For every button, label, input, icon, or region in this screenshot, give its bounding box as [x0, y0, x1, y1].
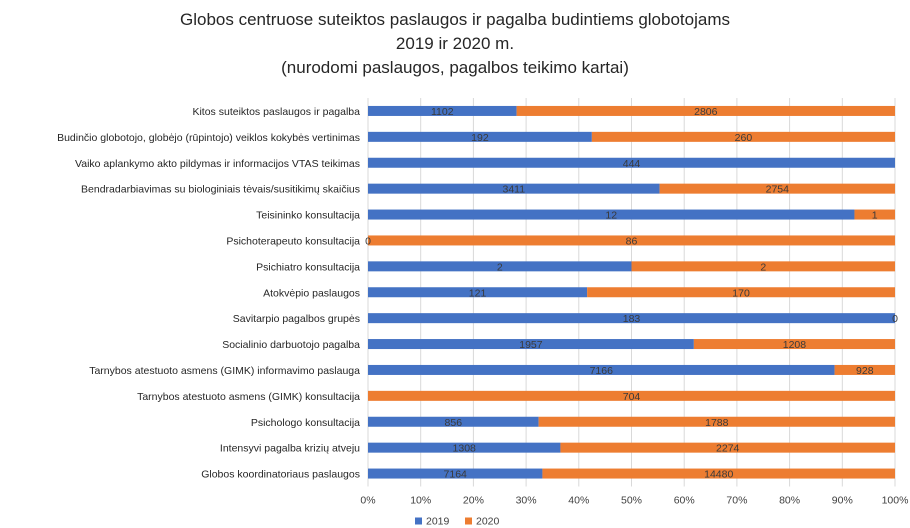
bar-2019 — [368, 105, 517, 116]
chart-title: Globos centruose suteiktos paslaugos ir … — [0, 8, 910, 80]
chart-title-line-2: 2019 ir 2020 m. — [395, 34, 515, 53]
data-label-2019: 7166 — [590, 365, 614, 377]
bar-2019 — [368, 157, 895, 168]
bar-2020 — [538, 416, 895, 427]
data-label-2020: 260 — [735, 132, 753, 144]
category-label: Bendradarbiavimas su biologiniais tėvais… — [81, 184, 360, 196]
x-tick-label: 60% — [674, 495, 695, 507]
bar-2019 — [368, 183, 660, 194]
x-tick-label: 20% — [463, 495, 484, 507]
bar-2020 — [631, 261, 895, 272]
category-label: Budinčio globotojo, globėjo (rūpintojo) … — [57, 132, 360, 144]
category-label: Kitos suteiktos paslaugos ir pagalba — [192, 106, 360, 118]
data-label-2019: 856 — [445, 417, 463, 429]
x-tick-label: 30% — [516, 495, 537, 507]
bar-2019 — [368, 416, 539, 427]
data-label-2019: 3411 — [502, 184, 525, 196]
data-label-2020: 928 — [856, 365, 874, 377]
bar-2020 — [516, 105, 895, 116]
chart-title-line-1: Globos centruose suteiktos paslaugos ir … — [180, 10, 730, 29]
data-label-2020: 170 — [732, 287, 750, 299]
data-label-2019: 2 — [497, 261, 503, 273]
legend-label-2020: 2020 — [476, 516, 500, 528]
bar-2020 — [368, 390, 895, 401]
bar-2019 — [368, 131, 592, 142]
data-label-2019: 7164 — [444, 469, 468, 481]
chart-title-line-3: (nurodomi paslaugos, pagalbos teikimo ka… — [281, 58, 629, 77]
bar-2019 — [368, 209, 855, 220]
x-tick-label: 90% — [832, 495, 853, 507]
data-label-2020: 14480 — [704, 469, 733, 481]
category-label: Tarnybos atestuoto asmens (GIMK) informa… — [89, 365, 360, 377]
bar-2020 — [560, 442, 895, 453]
data-label-2019: 1102 — [431, 106, 454, 118]
category-label: Psichiatro konsultacija — [256, 261, 360, 273]
bar-2019 — [368, 364, 835, 375]
bar-2020 — [659, 183, 895, 194]
legend-swatch-2019 — [415, 517, 422, 525]
legend-label-2019: 2019 — [426, 516, 450, 528]
data-label-2020: 1 — [872, 210, 878, 222]
category-label: Psichoterapeuto konsultacija — [226, 235, 360, 247]
category-label: Atokvėpio paslaugos — [263, 287, 360, 299]
bar-2019 — [368, 313, 895, 324]
bar-2020 — [542, 468, 895, 479]
x-tick-label: 50% — [621, 495, 642, 507]
bar-2020 — [834, 364, 895, 375]
data-label-2019: 444 — [623, 158, 641, 170]
category-label: Savitarpio pagalbos grupės — [233, 313, 360, 325]
data-label-2020: 2274 — [716, 443, 740, 455]
data-label-2020: 2754 — [766, 184, 790, 196]
data-label-2019: 12 — [605, 210, 617, 222]
bar-2020 — [587, 287, 895, 298]
x-tick-label: 10% — [410, 495, 431, 507]
bar-2020 — [591, 131, 895, 142]
data-label-2019: 192 — [471, 132, 489, 144]
x-tick-label: 100% — [882, 495, 909, 507]
bar-2019 — [368, 442, 561, 453]
bar-2019 — [368, 468, 543, 479]
bar-2019 — [368, 261, 632, 272]
data-label-2020: 704 — [623, 391, 641, 403]
category-label: Globos koordinatoriaus paslaugos — [201, 469, 360, 481]
bar-2020 — [368, 235, 895, 246]
bar-2020 — [854, 209, 895, 220]
data-label-2019: 1957 — [519, 339, 543, 351]
bar-2019 — [368, 339, 694, 350]
data-label-2020: 2806 — [694, 106, 718, 118]
data-label-2020: 2 — [760, 261, 766, 273]
category-label: Teisininko konsultacija — [256, 210, 360, 222]
category-label: Intensyvi pagalba krizių atveju — [220, 443, 360, 455]
data-label-2019: 121 — [469, 287, 487, 299]
data-label-2019: 183 — [623, 313, 641, 325]
data-label-2020: 1208 — [783, 339, 807, 351]
category-label: Psichologo konsultacija — [251, 417, 360, 429]
data-label-2020: 0 — [892, 313, 898, 325]
bar-2019 — [368, 287, 588, 298]
data-label-2019: 1308 — [453, 443, 477, 455]
data-label-2019: 0 — [365, 235, 371, 247]
category-label: Socialinio darbuotojo pagalba — [222, 339, 360, 351]
category-label: Tarnybos atestuoto asmens (GIMK) konsult… — [137, 391, 360, 403]
x-tick-label: 0% — [360, 495, 375, 507]
bar-2020 — [693, 339, 895, 350]
category-label: Vaiko aplankymo akto pildymas ir informa… — [75, 158, 360, 170]
x-tick-label: 70% — [726, 495, 747, 507]
legend-swatch-2020 — [465, 517, 472, 525]
data-label-2020: 86 — [626, 235, 638, 247]
x-tick-label: 80% — [779, 495, 800, 507]
data-label-2020: 1788 — [705, 417, 729, 429]
x-tick-label: 40% — [568, 495, 589, 507]
